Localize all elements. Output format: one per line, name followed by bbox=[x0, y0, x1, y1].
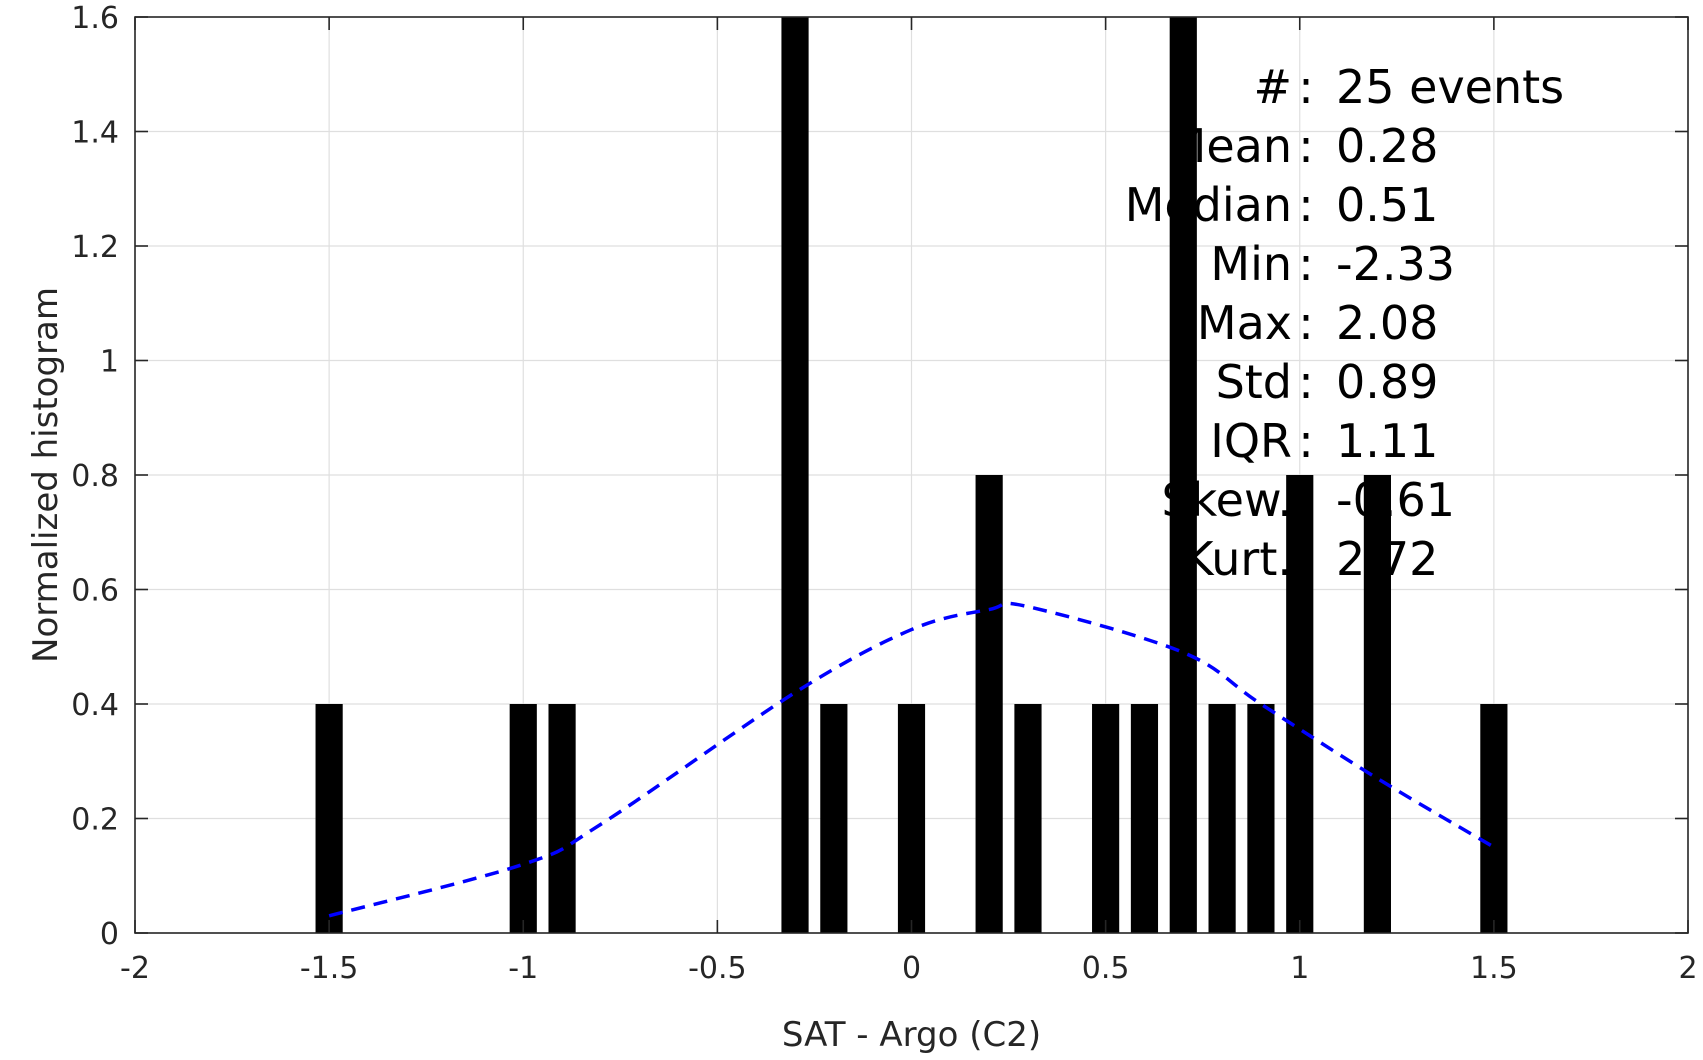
y-tick-label: 1 bbox=[100, 345, 119, 380]
stats-separator: : bbox=[1298, 296, 1314, 350]
stats-label: Min bbox=[1210, 237, 1292, 291]
stats-label: IQR bbox=[1210, 414, 1292, 468]
y-axis-title: Normalized histogram bbox=[26, 287, 66, 663]
stats-row: IQR:1.11 bbox=[1210, 414, 1438, 468]
stats-label: Median bbox=[1125, 178, 1292, 232]
stats-separator: : bbox=[1298, 532, 1314, 586]
fit-curve bbox=[328, 601, 1495, 918]
x-tick-label: 0.5 bbox=[1082, 951, 1130, 986]
histogram-bar bbox=[975, 475, 1003, 933]
stats-separator: : bbox=[1298, 355, 1314, 409]
y-tick-label: 0.4 bbox=[71, 688, 119, 723]
x-tick-label: 0 bbox=[902, 951, 921, 986]
stats-label: Max bbox=[1197, 296, 1292, 350]
y-tick-label: 1.4 bbox=[71, 116, 119, 151]
stats-value: 0.51 bbox=[1336, 178, 1438, 232]
x-tick-label: -0.5 bbox=[688, 951, 747, 986]
x-tick-label: 1.5 bbox=[1470, 951, 1518, 986]
stats-separator: : bbox=[1298, 119, 1314, 173]
y-tick-label: 0 bbox=[100, 917, 119, 952]
stats-separator: : bbox=[1298, 237, 1314, 291]
histogram-bar bbox=[1247, 704, 1275, 933]
x-tick-label: -1.5 bbox=[300, 951, 359, 986]
stats-row: Median:0.51 bbox=[1125, 178, 1439, 232]
histogram-bar bbox=[1130, 704, 1159, 933]
stats-row: Kurt.:2.72 bbox=[1183, 532, 1438, 586]
stats-separator: : bbox=[1298, 178, 1314, 232]
stats-label: Std bbox=[1216, 355, 1292, 409]
plot-axes bbox=[134, 16, 1689, 934]
histogram-bar bbox=[1014, 704, 1042, 933]
stats-row: Std:0.89 bbox=[1216, 355, 1439, 409]
histogram-bar bbox=[1169, 17, 1197, 933]
histogram-bar bbox=[1480, 704, 1508, 933]
histogram-bar bbox=[1208, 704, 1236, 933]
histogram-bar bbox=[820, 704, 848, 933]
stats-row: Max:2.08 bbox=[1197, 296, 1439, 350]
stats-value: 25 events bbox=[1336, 60, 1564, 114]
y-tick-label: 1.6 bbox=[71, 1, 119, 36]
stats-value: -2.33 bbox=[1336, 237, 1455, 291]
histogram-bar bbox=[1363, 475, 1391, 933]
histogram-bar bbox=[315, 704, 343, 933]
histogram-bars bbox=[315, 17, 1508, 933]
stats-row: Skew.: -0.61 bbox=[1161, 473, 1455, 527]
stats-label: Mean bbox=[1167, 119, 1292, 173]
stats-row: Mean:0.28 bbox=[1167, 119, 1439, 173]
stats-value: 2.08 bbox=[1336, 296, 1438, 350]
stats-label: # bbox=[1253, 60, 1292, 114]
stats-label: Skew. bbox=[1161, 473, 1292, 527]
histogram-bar bbox=[548, 704, 576, 933]
histogram-bar bbox=[509, 704, 537, 933]
x-axis-title: SAT - Argo (C2) bbox=[782, 1015, 1041, 1055]
y-tick-label: 0.6 bbox=[71, 574, 119, 609]
stats-separator: : bbox=[1298, 60, 1314, 114]
stats-separator: : bbox=[1298, 473, 1314, 527]
x-tick-label: 1 bbox=[1290, 951, 1309, 986]
stats-value: 1.11 bbox=[1336, 414, 1438, 468]
stats-label: Kurt. bbox=[1183, 532, 1292, 586]
x-tick-label: -2 bbox=[120, 951, 150, 986]
histogram-bar bbox=[897, 704, 926, 933]
stats-value: 0.89 bbox=[1336, 355, 1438, 409]
y-tick-label: 1.2 bbox=[71, 230, 119, 265]
x-tick-label: -1 bbox=[508, 951, 538, 986]
stats-value: 2.72 bbox=[1336, 532, 1438, 586]
y-tick-label: 0.8 bbox=[71, 459, 119, 494]
histogram-bar bbox=[1286, 475, 1314, 933]
x-tick-label: 2 bbox=[1678, 951, 1697, 986]
stats-separator: : bbox=[1298, 414, 1314, 468]
tick-labels: -2 -1.5 -1 -0.5 0 0.5 1 1.5 200.20.40.60.811.21.… bbox=[71, 1, 1697, 986]
stats-value: 0.28 bbox=[1336, 119, 1438, 173]
histogram-bar bbox=[1092, 704, 1120, 933]
stats-row: #:25 events bbox=[1253, 60, 1564, 114]
fit-curve-group bbox=[328, 601, 1495, 918]
histogram-bar bbox=[781, 17, 809, 933]
stats-value: -0.61 bbox=[1336, 473, 1455, 527]
y-tick-label: 0.2 bbox=[71, 803, 119, 838]
stats-row: Min: -2.33 bbox=[1210, 237, 1455, 291]
